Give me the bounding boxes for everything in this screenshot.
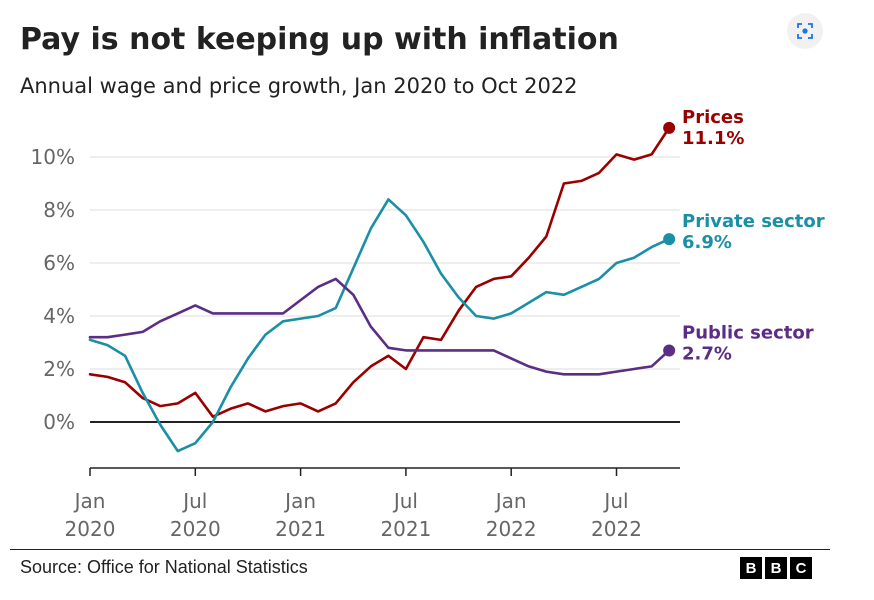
gridlines bbox=[90, 156, 680, 423]
bbc-logo-letter: B bbox=[765, 557, 787, 579]
x-tick-label: Jan bbox=[283, 489, 316, 513]
y-tick-label: 6% bbox=[43, 251, 75, 275]
y-axis-ticks: 0% 2% 4% 6% 8% 10% bbox=[31, 145, 75, 434]
x-tick-label: Jul bbox=[602, 489, 628, 513]
line-chart: 0% 2% 4% 6% 8% 10% Jan 2020 Jul 2020 Jan 2021 Jul 20… bbox=[31, 107, 825, 541]
y-tick-label: 8% bbox=[43, 198, 75, 222]
bbc-logo: B B C bbox=[740, 557, 812, 579]
x-axis: Jan 2020 Jul 2020 Jan 2021 Jul 2021 Jan 2022 Jul 20… bbox=[65, 467, 680, 541]
image-search-button[interactable] bbox=[787, 13, 823, 49]
series-value-label: 6.9% bbox=[682, 232, 732, 253]
y-tick-label: 4% bbox=[43, 304, 75, 328]
x-tick-label: 2020 bbox=[65, 517, 116, 541]
series-line-public-sector bbox=[88, 277, 671, 376]
x-tick-label: 2022 bbox=[591, 517, 642, 541]
x-tick-label: Jul bbox=[181, 489, 207, 513]
series-lines bbox=[88, 121, 676, 453]
x-tick-label: 2020 bbox=[170, 517, 221, 541]
series-name-label: Prices bbox=[682, 107, 744, 128]
x-tick-label: Jan bbox=[494, 489, 527, 513]
series-line-private-sector bbox=[88, 198, 671, 453]
series-value-label: 11.1% bbox=[682, 128, 744, 149]
image-search-icon bbox=[797, 23, 813, 39]
y-tick-label: 2% bbox=[43, 357, 75, 381]
series-end-point-private-sector bbox=[663, 233, 676, 246]
series-value-label: 2.7% bbox=[682, 343, 732, 364]
y-tick-label: 0% bbox=[43, 410, 75, 434]
x-tick-label: 2021 bbox=[275, 517, 326, 541]
x-tick-label: 2022 bbox=[486, 517, 537, 541]
footer-divider bbox=[10, 549, 830, 550]
chart-subtitle: Annual wage and price growth, Jan 2020 t… bbox=[20, 74, 578, 98]
series-name-label: Public sector bbox=[682, 322, 814, 343]
source-note: Source: Office for National Statistics bbox=[20, 557, 308, 577]
series-line-prices bbox=[88, 126, 671, 419]
x-tick-label: Jul bbox=[392, 489, 418, 513]
chart-title: Pay is not keeping up with inflation bbox=[20, 22, 619, 57]
y-tick-label: 10% bbox=[31, 145, 75, 169]
series-end-point-prices bbox=[663, 121, 676, 134]
x-tick-label: Jan bbox=[73, 489, 106, 513]
x-tick-label: 2021 bbox=[380, 517, 431, 541]
series-name-label: Private sector bbox=[682, 211, 825, 232]
series-end-point-public-sector bbox=[663, 344, 676, 357]
bbc-logo-letter: B bbox=[740, 557, 762, 579]
bbc-logo-letter: C bbox=[790, 557, 812, 579]
